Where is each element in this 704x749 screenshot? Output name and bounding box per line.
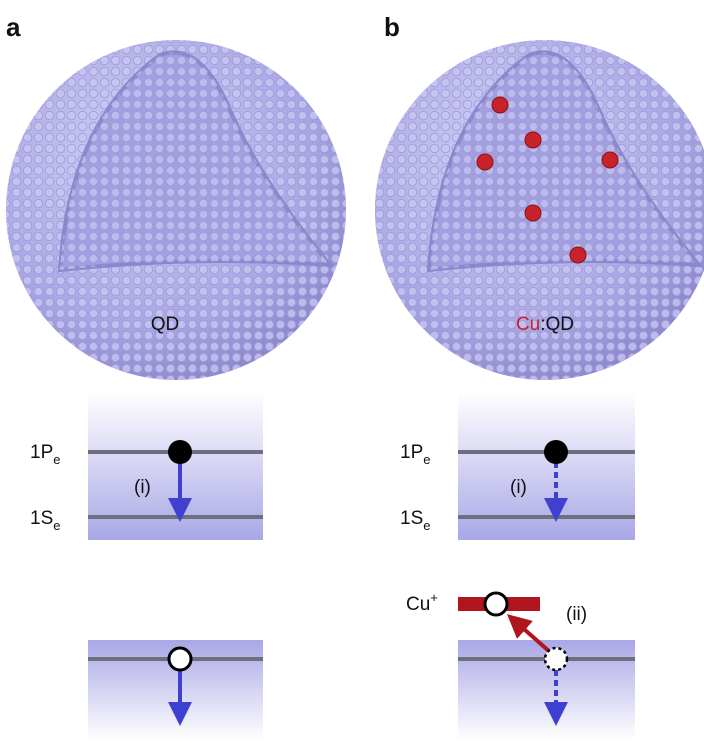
level-label: 1Se — [30, 508, 60, 533]
subscript: e — [53, 518, 60, 533]
level-text: 1S — [400, 508, 423, 529]
figure: a QD (i) 1Pe 1Se b Cu:QD (i) 1Pe 1Se — [0, 0, 704, 749]
electron — [544, 440, 568, 464]
sphere-label: Cu:QD — [516, 314, 574, 335]
level-label: Cu+ — [406, 590, 438, 615]
subscript: e — [423, 518, 430, 533]
level-text: 1P — [30, 442, 53, 463]
level-text: 1S — [30, 508, 53, 529]
transition-label: (i) — [510, 477, 527, 498]
panel-label: a — [6, 12, 21, 42]
superscript: + — [430, 590, 438, 605]
transition-label: (i) — [134, 477, 151, 498]
subscript: e — [423, 452, 430, 467]
subscript: e — [53, 452, 60, 467]
sphere-label: QD — [151, 314, 180, 335]
dopant-text: Cu — [516, 314, 540, 335]
hole — [545, 648, 567, 670]
panel-label: b — [384, 12, 400, 42]
level-text: Cu — [406, 594, 430, 615]
level-label: 1Pe — [30, 442, 60, 467]
transition-label: (ii) — [566, 604, 587, 625]
electron — [168, 440, 192, 464]
hole — [169, 648, 191, 670]
hole — [485, 593, 507, 615]
level-label: 1Se — [400, 508, 430, 533]
level-label: 1Pe — [400, 442, 430, 467]
sphere-text: :QD — [540, 314, 574, 335]
level-text: 1P — [400, 442, 423, 463]
